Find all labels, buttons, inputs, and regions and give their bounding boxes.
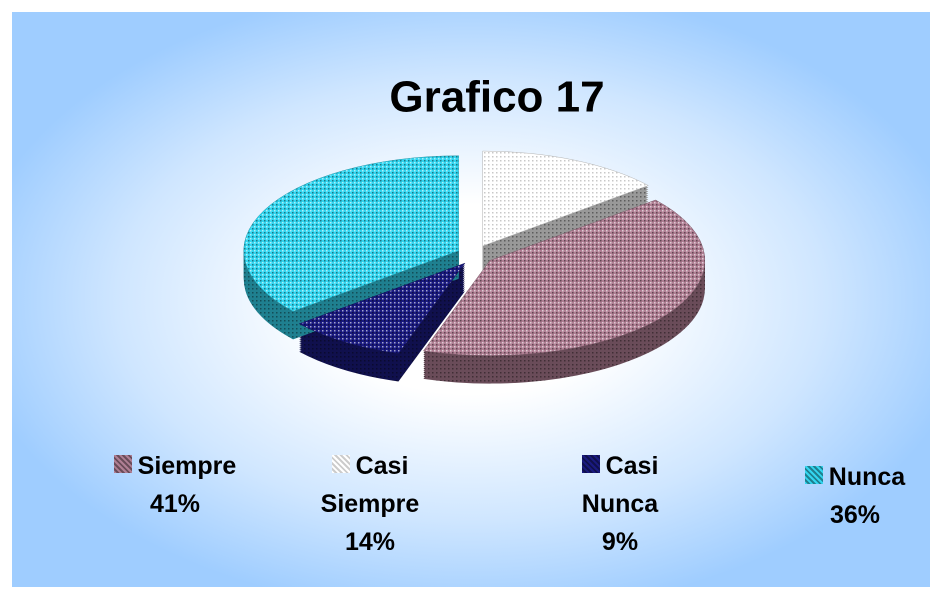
legend-item: Siempre 41% bbox=[95, 447, 255, 523]
legend-marker bbox=[113, 455, 132, 473]
chart-title: Grafico 17 bbox=[389, 73, 604, 122]
legend-marker bbox=[331, 455, 350, 473]
legend-marker bbox=[581, 455, 600, 473]
legend-item: Casi Nunca 9% bbox=[550, 447, 690, 561]
data-label: 9% bbox=[601, 528, 639, 556]
legend-item: Casi Siempre 14% bbox=[295, 447, 445, 561]
slice bbox=[243, 155, 459, 312]
legend-item: Nunca 36% bbox=[785, 458, 925, 534]
legend-label: Nunca bbox=[828, 463, 906, 491]
data-label: 36% bbox=[829, 501, 881, 529]
legend-label: Casi Nunca bbox=[581, 452, 659, 518]
slice bbox=[482, 150, 649, 247]
slice bbox=[298, 262, 466, 354]
legend-marker bbox=[804, 466, 823, 484]
slice bbox=[423, 199, 706, 356]
legend-label: Siempre bbox=[137, 452, 237, 480]
legend-label: Casi Siempre bbox=[320, 452, 420, 518]
data-label: 14% bbox=[344, 528, 396, 556]
data-label: 41% bbox=[149, 490, 201, 518]
